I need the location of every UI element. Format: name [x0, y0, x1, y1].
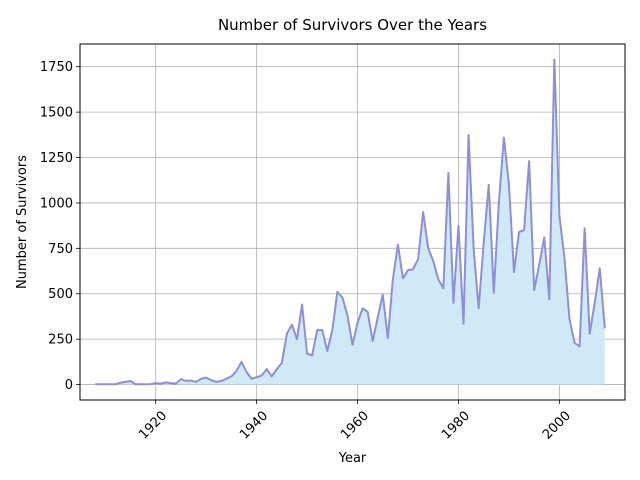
x-tick-label: 2000: [540, 409, 574, 443]
axis-ticks: 0 250 500 750 1000 1250 1500 1750 1920 1940 1960 19…: [40, 60, 574, 442]
y-tick-label: 0: [65, 378, 73, 393]
y-tick-label: 250: [48, 333, 73, 348]
y-axis-label: Number of Survivors: [15, 155, 30, 289]
plot-frame: [79, 43, 626, 401]
x-tick-label: 1980: [439, 409, 473, 443]
x-tick-label: 1920: [136, 409, 170, 443]
y-tick-label: 1250: [40, 151, 73, 166]
series-line: [95, 58, 606, 386]
y-tick-label: 1750: [40, 60, 73, 75]
series-line-layer: [95, 58, 606, 386]
chart-title: Number of Survivors Over the Years: [218, 16, 487, 34]
x-tick-label: 1940: [237, 409, 271, 443]
y-tick-label: 750: [48, 242, 73, 257]
x-tick-label: 1960: [338, 409, 372, 443]
y-tick-label: 1000: [40, 196, 73, 211]
y-tick-label: 500: [48, 287, 73, 302]
x-axis-label: Year: [338, 451, 367, 466]
y-tick-label: 1500: [40, 106, 73, 121]
